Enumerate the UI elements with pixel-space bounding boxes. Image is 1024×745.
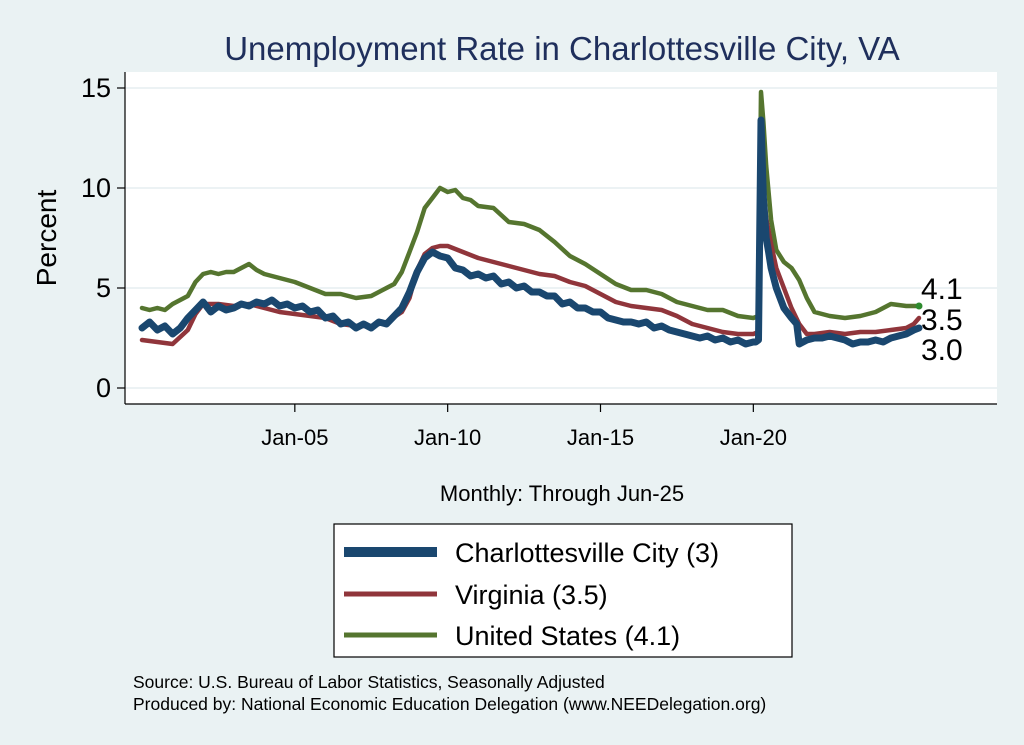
x-tick-label: Jan-20 — [720, 425, 787, 450]
series-lines — [138, 89, 923, 348]
end-value-label: 3.0 — [921, 334, 963, 367]
y-axis: 0 5 10 15 — [81, 72, 126, 404]
chart-title: Unemployment Rate in Charlottesville Cit… — [224, 30, 900, 67]
y-tick-label: 10 — [81, 173, 111, 203]
producer-note: Produced by: National Economic Education… — [133, 694, 766, 714]
end-value-label: 3.5 — [921, 304, 963, 337]
x-tick-label: Jan-05 — [261, 425, 328, 450]
y-tick-label: 0 — [96, 373, 111, 403]
series-line-united-states — [139, 89, 922, 321]
legend-label: Charlottesville City (3) — [455, 538, 719, 568]
series-line-charlottesville-city — [138, 116, 923, 348]
series-line-virginia — [139, 165, 922, 347]
x-tick-label: Jan-10 — [414, 425, 481, 450]
y-tick-label: 15 — [81, 73, 111, 103]
plot-area — [125, 72, 997, 404]
source-note: Source: U.S. Bureau of Labor Statistics,… — [133, 672, 605, 692]
y-axis-title: Percent — [31, 190, 62, 287]
x-tick-label: Jan-15 — [567, 425, 634, 450]
end-labels: 3.03.54.1 — [915, 273, 963, 367]
legend-label: Virginia (3.5) — [455, 580, 608, 610]
series-end-marker — [915, 302, 923, 310]
gridlines — [125, 87, 997, 389]
x-axis-title: Monthly: Through Jun-25 — [440, 481, 684, 506]
end-value-label: 4.1 — [921, 273, 963, 306]
legend-label: United States (4.1) — [455, 621, 680, 651]
x-axis: Jan-05 Jan-10 Jan-15 Jan-20 — [125, 403, 997, 450]
y-tick-label: 5 — [96, 273, 111, 303]
legend: Charlottesville City (3) Virginia (3.5) Un… — [333, 523, 793, 658]
